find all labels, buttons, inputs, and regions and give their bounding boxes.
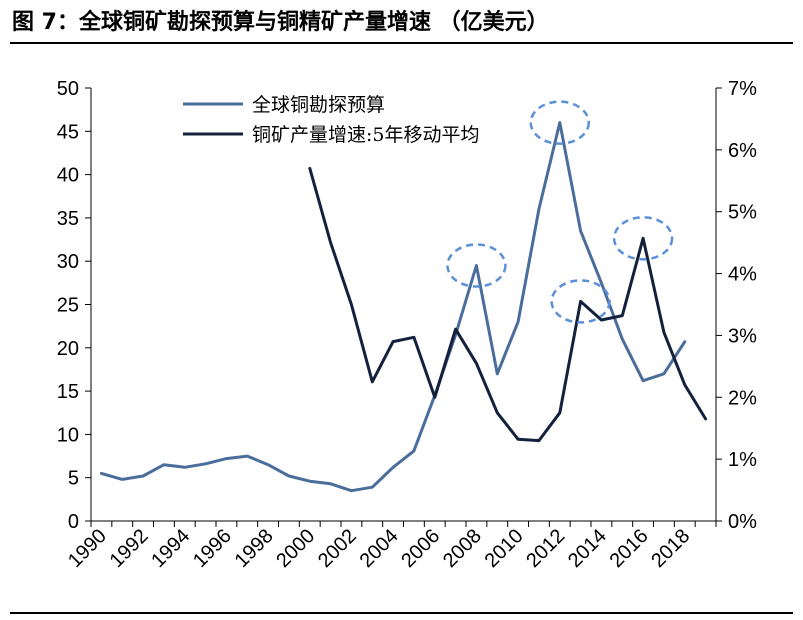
series-line-1 [99, 121, 687, 493]
legend-label-2: 铜矿产量增速:5年移动平均 [252, 124, 480, 146]
x-tick-label: 2012 [522, 525, 569, 572]
left-tick-label: 30 [57, 251, 79, 273]
right-tick-label: 0% [728, 511, 757, 533]
annotation-layer [446, 100, 674, 324]
left-tick-label: 45 [57, 121, 79, 143]
x-tick-label: 2016 [606, 525, 653, 572]
x-tick-label: 1994 [147, 525, 194, 572]
chart-title: 图 7：全球铜矿勘探预算与铜精矿产量增速 （亿美元） [12, 10, 549, 35]
left-axis: 0 5 10 15 20 25 30 35 40 45 50 [57, 78, 92, 533]
x-tick-label: 2004 [356, 525, 403, 572]
dashed-ellipse-annotation [529, 100, 590, 145]
x-axis: 1990199219941996199820002002200420062008… [64, 520, 717, 572]
x-tick-label: 2006 [397, 525, 444, 572]
x-tick-label: 2000 [272, 525, 319, 572]
x-tick-label: 1996 [189, 525, 236, 572]
right-tick-label: 6% [728, 140, 757, 162]
bottom-rule [10, 612, 793, 614]
left-tick-label: 20 [57, 338, 79, 360]
left-tick-label: 5 [68, 468, 79, 490]
dashed-ellipse-annotation [446, 243, 507, 288]
x-tick-label: 2014 [564, 525, 611, 572]
right-tick-label: 7% [728, 78, 757, 100]
x-tick-label: 2010 [481, 525, 528, 572]
dashed-ellipse-annotation [612, 216, 674, 261]
x-tick-label: 2008 [439, 525, 486, 572]
series-layer [99, 121, 708, 493]
series-line-2 [308, 166, 708, 443]
legend-label-1: 全球铜勘探预算 [252, 94, 385, 116]
x-tick-label: 2002 [314, 525, 361, 572]
left-tick-label: 40 [57, 165, 79, 187]
right-tick-label: 5% [728, 202, 757, 224]
left-tick-label: 25 [57, 295, 79, 317]
left-tick-label: 0 [68, 511, 79, 533]
right-tick-label: 3% [728, 325, 757, 347]
right-tick-label: 4% [728, 264, 757, 286]
right-axis: 0% 1% 2% 3% 4% 5% 6% 7% [715, 78, 757, 533]
top-rule [10, 42, 793, 44]
left-tick-label: 35 [57, 208, 79, 230]
left-tick-label: 15 [57, 381, 79, 403]
right-tick-label: 2% [728, 387, 757, 409]
x-tick-label: 2018 [647, 525, 694, 572]
right-tick-label: 1% [728, 449, 757, 471]
x-tick-label: 1998 [231, 525, 278, 572]
left-tick-label: 50 [57, 78, 79, 100]
dashed-ellipse-annotation [550, 279, 611, 324]
left-tick-label: 10 [57, 424, 79, 446]
x-tick-label: 1992 [106, 525, 153, 572]
